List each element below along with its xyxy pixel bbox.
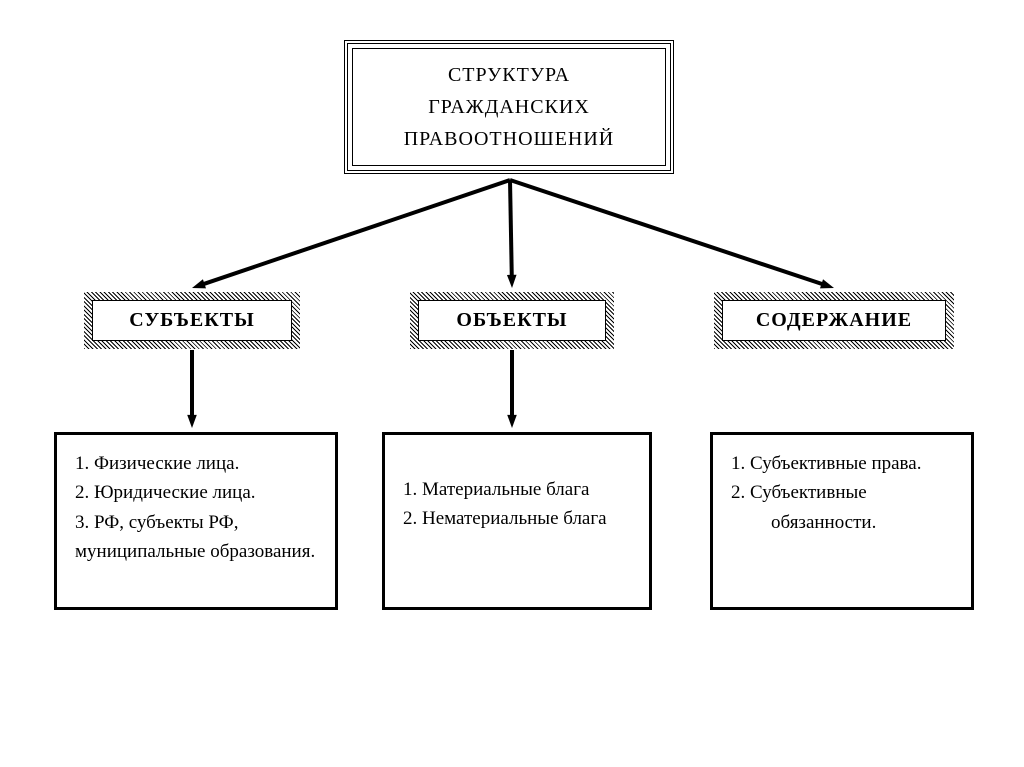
- category-label: СУБЪЕКТЫ: [92, 300, 292, 341]
- detail-node-content: 1. Субъективные права. 2. Субъективные о…: [710, 432, 974, 610]
- category-node-objects: ОБЪЕКТЫ: [410, 292, 614, 349]
- detail-line: 1. Субъективные права.: [731, 449, 953, 478]
- detail-line: 1. Материальные блага: [403, 475, 631, 504]
- category-node-subjects: СУБЪЕКТЫ: [84, 292, 300, 349]
- root-line: СТРУКТУРА: [448, 64, 570, 86]
- detail-line: 3. РФ, субъекты РФ, муниципальные образо…: [75, 508, 317, 567]
- detail-line: 1. Физические лица.: [75, 449, 317, 478]
- root-node-label: СТРУКТУРА ГРАЖДАНСКИХ ПРАВООТНОШЕНИЙ: [352, 48, 666, 166]
- root-node: СТРУКТУРА ГРАЖДАНСКИХ ПРАВООТНОШЕНИЙ: [344, 40, 674, 174]
- diagram-canvas: СТРУКТУРА ГРАЖДАНСКИХ ПРАВООТНОШЕНИЙ СУБ…: [0, 0, 1024, 767]
- category-node-content: СОДЕРЖАНИЕ: [714, 292, 954, 349]
- root-line: ПРАВООТНОШЕНИЙ: [404, 128, 615, 150]
- category-label: СОДЕРЖАНИЕ: [722, 300, 946, 341]
- detail-line: 2. Субъективные обязанности.: [731, 478, 953, 537]
- category-label: ОБЪЕКТЫ: [418, 300, 606, 341]
- root-line: ГРАЖДАНСКИХ: [428, 96, 590, 118]
- detail-node-subjects: 1. Физические лица. 2. Юридические лица.…: [54, 432, 338, 610]
- detail-line: 2. Нематериальные блага: [403, 504, 631, 533]
- detail-node-objects: 1. Материальные блага 2. Нематериальные …: [382, 432, 652, 610]
- detail-line: 2. Юридические лица.: [75, 478, 317, 507]
